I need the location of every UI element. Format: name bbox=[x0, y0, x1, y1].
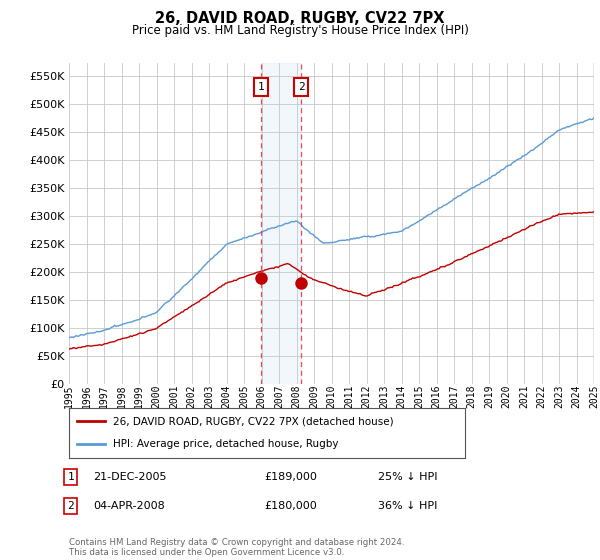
Text: 26, DAVID ROAD, RUGBY, CV22 7PX (detached house): 26, DAVID ROAD, RUGBY, CV22 7PX (detache… bbox=[113, 416, 393, 426]
Text: 2: 2 bbox=[67, 501, 74, 511]
Bar bbox=[585, 63, 594, 384]
Text: 36% ↓ HPI: 36% ↓ HPI bbox=[378, 501, 437, 511]
Text: 04-APR-2008: 04-APR-2008 bbox=[93, 501, 165, 511]
Text: 25% ↓ HPI: 25% ↓ HPI bbox=[378, 472, 437, 482]
Text: 21-DEC-2005: 21-DEC-2005 bbox=[93, 472, 167, 482]
Bar bbox=[261, 63, 301, 384]
Text: Contains HM Land Registry data © Crown copyright and database right 2024.
This d: Contains HM Land Registry data © Crown c… bbox=[69, 538, 404, 557]
Text: £189,000: £189,000 bbox=[264, 472, 317, 482]
Text: Price paid vs. HM Land Registry's House Price Index (HPI): Price paid vs. HM Land Registry's House … bbox=[131, 24, 469, 36]
Text: 2: 2 bbox=[298, 82, 304, 92]
Text: £180,000: £180,000 bbox=[264, 501, 317, 511]
Text: 1: 1 bbox=[257, 82, 265, 92]
Text: 26, DAVID ROAD, RUGBY, CV22 7PX: 26, DAVID ROAD, RUGBY, CV22 7PX bbox=[155, 11, 445, 26]
Text: 1: 1 bbox=[67, 472, 74, 482]
Text: HPI: Average price, detached house, Rugby: HPI: Average price, detached house, Rugb… bbox=[113, 440, 338, 450]
